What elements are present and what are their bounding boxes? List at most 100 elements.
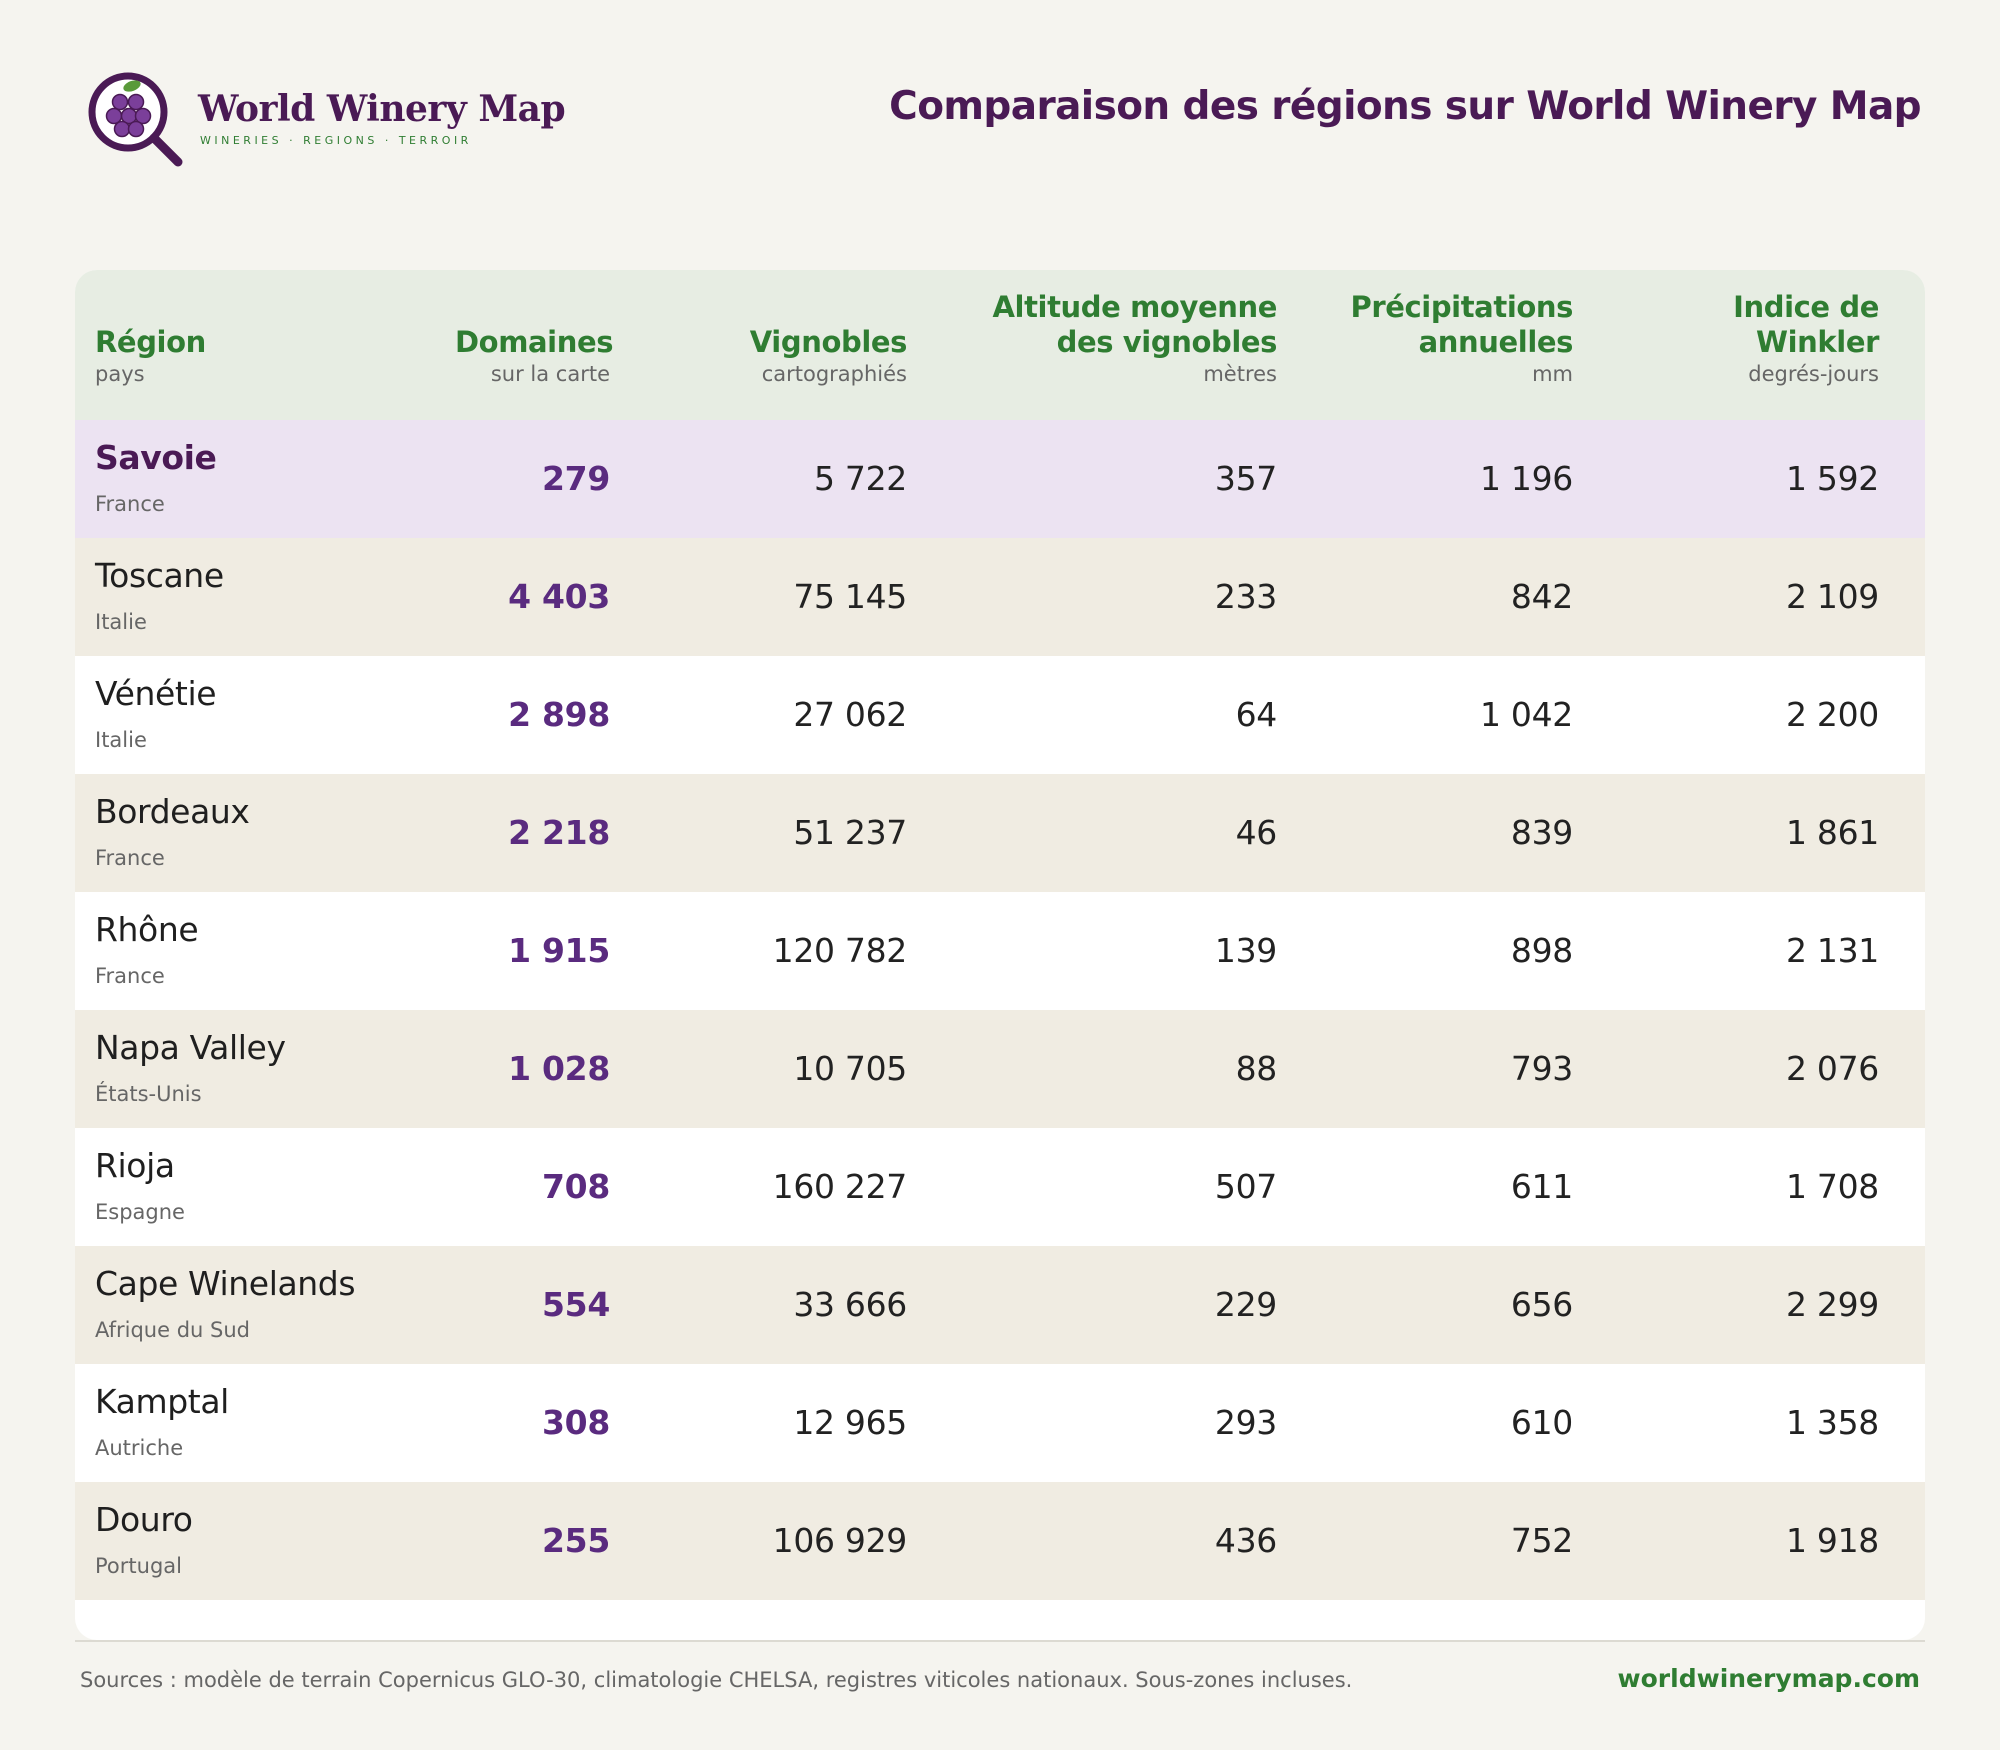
column-subtitle: sur la carte — [490, 362, 610, 386]
column-title: Vignobles — [749, 325, 908, 359]
table-row: Douro Portugal 255 106 929 436 752 1 918 — [75, 1482, 1925, 1600]
column-subtitle: degrés-jours — [1748, 362, 1879, 386]
cell-precipitations: 793 — [1510, 1049, 1573, 1088]
column-subtitle: mètres — [1203, 362, 1277, 386]
cell-region: Douro Portugal — [95, 1482, 435, 1600]
cell-winkler: 1 592 — [1786, 459, 1879, 498]
cell-altitude: 46 — [1235, 813, 1278, 852]
table-row: Vénétie Italie 2 898 27 062 64 1 042 2 200 — [75, 656, 1925, 774]
table-row-highlighted: Savoie France 279 5 722 357 1 196 1 592 — [75, 420, 1925, 538]
cell-precipitations: 656 — [1510, 1285, 1573, 1324]
cell-domaines: 554 — [542, 1285, 610, 1324]
cell-winkler: 2 200 — [1786, 695, 1879, 734]
column-title: Région — [95, 325, 206, 359]
cell-region: Vénétie Italie — [95, 656, 435, 774]
cell-precipitations: 839 — [1510, 813, 1573, 852]
cell-region: Napa Valley États-Unis — [95, 1010, 435, 1128]
cell-winkler: 1 861 — [1786, 813, 1879, 852]
region-name: Napa Valley — [95, 1028, 286, 1067]
cell-domaines: 4 403 — [508, 577, 610, 616]
cell-vignobles: 27 062 — [793, 695, 907, 734]
table-header: Région pays Domaines sur la carte Vignob… — [75, 270, 1925, 420]
grape-magnifier-logo-icon — [88, 72, 183, 167]
cell-precipitations: 1 042 — [1480, 695, 1573, 734]
cell-altitude: 357 — [1214, 459, 1277, 498]
cell-precipitations: 842 — [1510, 577, 1573, 616]
column-header-altitude: Altitude moyenne des vignobles mètres — [977, 270, 1278, 420]
cell-vignobles: 10 705 — [793, 1049, 907, 1088]
cell-domaines: 255 — [542, 1521, 610, 1560]
region-name: Savoie — [95, 438, 217, 477]
cell-precipitations: 752 — [1510, 1521, 1573, 1560]
column-header-domaines: Domaines sur la carte — [455, 270, 614, 420]
region-name: Douro — [95, 1500, 193, 1539]
region-country: Italie — [95, 728, 147, 752]
comparison-table: Région pays Domaines sur la carte Vignob… — [75, 270, 1925, 1640]
column-title: Domaines — [455, 325, 614, 359]
cell-altitude: 233 — [1214, 577, 1277, 616]
cell-domaines: 708 — [542, 1167, 610, 1206]
cell-precipitations: 610 — [1510, 1403, 1573, 1442]
cell-winkler: 1 918 — [1786, 1521, 1879, 1560]
table-row: Rioja Espagne 708 160 227 507 611 1 708 — [75, 1128, 1925, 1246]
column-subtitle: pays — [95, 362, 145, 386]
table-row: Cape Winelands Afrique du Sud 554 33 666 229… — [75, 1246, 1925, 1364]
cell-vignobles: 120 782 — [772, 931, 908, 970]
cell-winkler: 2 299 — [1786, 1285, 1879, 1324]
column-header-region: Région pays — [95, 270, 415, 420]
cell-domaines: 1 915 — [508, 931, 610, 970]
region-country: Portugal — [95, 1554, 182, 1578]
table-row: Rhône France 1 915 120 782 139 898 2 131 — [75, 892, 1925, 1010]
cell-vignobles: 51 237 — [793, 813, 907, 852]
cell-region: Cape Winelands Afrique du Sud — [95, 1246, 435, 1364]
column-header-precipitations: Précipitations annuelles mm — [1340, 270, 1573, 420]
cell-region: Bordeaux France — [95, 774, 435, 892]
cell-domaines: 2 898 — [508, 695, 610, 734]
cell-altitude: 139 — [1214, 931, 1277, 970]
column-header-vignobles: Vignobles cartographiés — [730, 270, 908, 420]
sources-note: Sources : modèle de terrain Copernicus G… — [80, 1668, 1353, 1692]
region-name: Vénétie — [95, 674, 217, 713]
cell-vignobles: 12 965 — [793, 1403, 907, 1442]
cell-region: Kamptal Autriche — [95, 1364, 435, 1482]
region-name: Rhône — [95, 910, 199, 949]
column-subtitle: mm — [1532, 362, 1573, 386]
cell-altitude: 229 — [1214, 1285, 1277, 1324]
table-row: Napa Valley États-Unis 1 028 10 705 88 793 2 0… — [75, 1010, 1925, 1128]
cell-domaines: 308 — [542, 1403, 610, 1442]
region-country: Autriche — [95, 1436, 184, 1460]
cell-precipitations: 898 — [1510, 931, 1573, 970]
table-row: Toscane Italie 4 403 75 145 233 842 2 109 — [75, 538, 1925, 656]
region-country: Afrique du Sud — [95, 1318, 250, 1342]
table-row: Kamptal Autriche 308 12 965 293 610 1 358 — [75, 1364, 1925, 1482]
brand-tagline: WINERIES · REGIONS · TERROIR — [200, 134, 472, 147]
cell-precipitations: 1 196 — [1480, 459, 1573, 498]
cell-altitude: 64 — [1235, 695, 1278, 734]
cell-vignobles: 106 929 — [772, 1521, 908, 1560]
website-link[interactable]: worldwinerymap.com — [1617, 1664, 1920, 1693]
cell-winkler: 2 131 — [1786, 931, 1879, 970]
cell-vignobles: 33 666 — [793, 1285, 907, 1324]
cell-winkler: 1 708 — [1786, 1167, 1879, 1206]
region-country: Espagne — [95, 1200, 185, 1224]
region-name: Toscane — [95, 556, 224, 595]
region-country: France — [95, 846, 165, 870]
cell-domaines: 1 028 — [508, 1049, 610, 1088]
page-title: Comparaison des régions sur World Winery… — [889, 84, 1921, 129]
footer-divider — [75, 1640, 1925, 1642]
column-title: Précipitations annuelles — [1350, 290, 1573, 359]
region-name: Bordeaux — [95, 792, 250, 831]
column-title: Indice de Winkler — [1733, 290, 1879, 359]
region-name: Cape Winelands — [95, 1264, 356, 1303]
cell-vignobles: 160 227 — [772, 1167, 908, 1206]
cell-domaines: 2 218 — [508, 813, 610, 852]
table-row: Bordeaux France 2 218 51 237 46 839 1 861 — [75, 774, 1925, 892]
header: World Winery Map WINERIES · REGIONS · TE… — [86, 70, 1922, 170]
column-header-winkler: Indice de Winkler degrés-jours — [1603, 270, 1879, 420]
cell-region: Toscane Italie — [95, 538, 435, 656]
region-name: Rioja — [95, 1146, 175, 1185]
brand-name: World Winery Map — [198, 88, 566, 130]
cell-domaines: 279 — [542, 459, 610, 498]
region-country: France — [95, 964, 165, 988]
region-country: Italie — [95, 610, 147, 634]
